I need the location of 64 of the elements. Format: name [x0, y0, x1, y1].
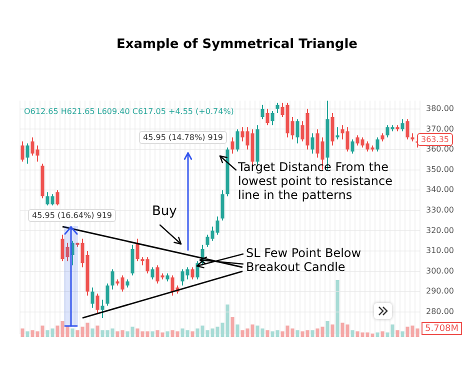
bar: [310, 330, 314, 337]
bar: [330, 324, 334, 337]
bar: [350, 330, 354, 337]
candlestick: [400, 118, 404, 132]
candlestick: [106, 282, 110, 306]
bar: [266, 330, 270, 337]
chart-title: Example of Symmetrical Triangle: [115, 37, 358, 52]
candlestick: [136, 238, 140, 262]
candlestick: [350, 138, 354, 154]
candlestick: [336, 126, 340, 140]
annotation: Buy: [152, 204, 177, 219]
y-tick-label: 290.00: [426, 286, 454, 296]
bar: [96, 326, 100, 337]
y-tick-label: 370.00: [426, 124, 454, 134]
candlestick: [266, 108, 270, 126]
bar: [296, 330, 300, 337]
candlestick: [110, 268, 114, 290]
y-tick-label: 320.00: [426, 226, 454, 235]
candlestick: [56, 190, 60, 206]
candlestick: [376, 136, 380, 152]
y-tick-label: 330.00: [426, 205, 454, 214]
annotation: O612.65 H621.65 L609.40 C617.05 +4.55 (+0.74%): [24, 107, 234, 116]
y-tick-label: 340.00: [426, 185, 454, 194]
annotation: SL Few Point Below Breakout Candle: [246, 246, 362, 275]
bar: [70, 328, 74, 337]
bar: [380, 331, 384, 337]
candlestick: [296, 118, 300, 144]
candlestick: [26, 142, 30, 164]
annotation: 45.95 (14.78%) 919: [139, 131, 228, 144]
candlestick: [100, 299, 104, 318]
bar: [336, 280, 340, 337]
candlestick: [20, 140, 24, 162]
bar: [20, 328, 24, 337]
candlestick: [96, 293, 100, 314]
candlestick: [150, 266, 154, 280]
bar: [326, 321, 330, 337]
y-tick-label: 300.00: [426, 266, 454, 276]
y-tick-label: 310.00: [426, 246, 454, 256]
y-tick-label: 350.00: [426, 164, 454, 174]
text: 5.708M: [425, 324, 459, 334]
annotation: Target Distance From the lowest point to resistance line in the patterns: [238, 160, 394, 202]
candlestick: [90, 287, 94, 308]
bar: [230, 317, 234, 337]
bar: [190, 331, 194, 337]
annotation: 45.95 (16.64%) 919: [28, 209, 116, 222]
candlestick: [260, 104, 264, 120]
bar: [90, 328, 94, 337]
bar: [150, 331, 154, 337]
bar: [166, 331, 170, 337]
candlestick: [230, 136, 234, 154]
bar: [236, 324, 240, 337]
bar: [376, 332, 380, 337]
candlestick: [190, 266, 194, 280]
candlestick: [270, 110, 274, 126]
y-tick-label: 280.00: [426, 306, 454, 316]
bar: [396, 330, 400, 337]
y-tick-label: 380.00: [426, 104, 454, 113]
text: 363.35: [417, 133, 453, 146]
bar: [26, 331, 30, 337]
candlestick: [406, 118, 410, 140]
bar: [400, 331, 404, 337]
candlestick: [236, 128, 240, 152]
candlestick: [310, 132, 314, 154]
candlestick: [276, 102, 280, 114]
